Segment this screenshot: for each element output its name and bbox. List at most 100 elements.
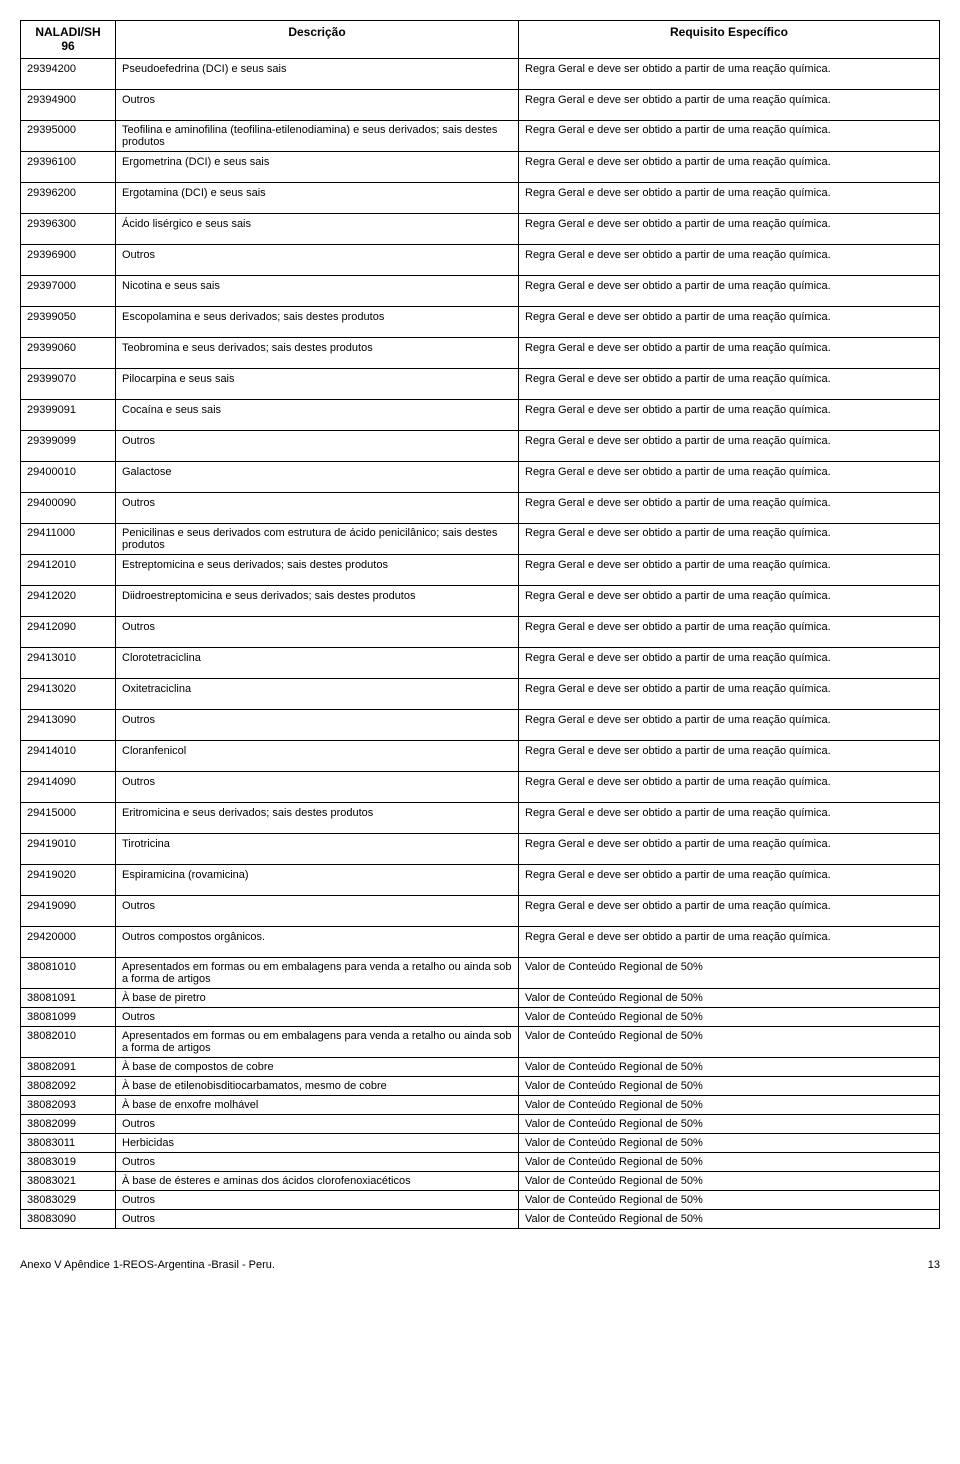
table-row: 38083029OutrosValor de Conteúdo Regional… [21,1190,940,1209]
cell-code: 29399091 [21,399,116,430]
table-row: 38083021À base de ésteres e aminas dos á… [21,1171,940,1190]
cell-desc: Oxitetraciclina [116,678,519,709]
table-row: 38082093À base de enxofre molhávelValor … [21,1095,940,1114]
cell-req: Regra Geral e deve ser obtido a partir d… [519,523,940,554]
cell-req: Regra Geral e deve ser obtido a partir d… [519,244,940,275]
table-row: 29399091Cocaína e seus saisRegra Geral e… [21,399,940,430]
cell-desc: Nicotina e seus sais [116,275,519,306]
table-row: 38082099OutrosValor de Conteúdo Regional… [21,1114,940,1133]
cell-req: Regra Geral e deve ser obtido a partir d… [519,709,940,740]
table-row: 29411000Penicilinas e seus derivados com… [21,523,940,554]
cell-desc: Herbicidas [116,1133,519,1152]
cell-req: Valor de Conteúdo Regional de 50% [519,1133,940,1152]
cell-desc: À base de ésteres e aminas dos ácidos cl… [116,1171,519,1190]
table-row: 29400090OutrosRegra Geral e deve ser obt… [21,492,940,523]
cell-code: 29413090 [21,709,116,740]
cell-desc: Outros [116,709,519,740]
cell-code: 38083029 [21,1190,116,1209]
cell-req: Valor de Conteúdo Regional de 50% [519,1057,940,1076]
footer-left: Anexo V Apêndice 1-REOS-Argentina -Brasi… [20,1259,275,1271]
table-row: 29399099OutrosRegra Geral e deve ser obt… [21,430,940,461]
cell-req: Valor de Conteúdo Regional de 50% [519,1114,940,1133]
cell-req: Regra Geral e deve ser obtido a partir d… [519,182,940,213]
cell-code: 29412010 [21,554,116,585]
cell-desc: Pseudoefedrina (DCI) e seus sais [116,58,519,89]
cell-code: 29413010 [21,647,116,678]
header-desc: Descrição [116,21,519,59]
table-row: 29412010Estreptomicina e seus derivados;… [21,554,940,585]
cell-code: 29396900 [21,244,116,275]
table-row: 29396300Ácido lisérgico e seus saisRegra… [21,213,940,244]
cell-desc: À base de enxofre molhável [116,1095,519,1114]
cell-code: 29394200 [21,58,116,89]
table-row: 38081010Apresentados em formas ou em emb… [21,957,940,988]
data-table: NALADI/SH 96 Descrição Requisito Específ… [20,20,940,1229]
cell-desc: Ergometrina (DCI) e seus sais [116,151,519,182]
table-row: 38081099OutrosValor de Conteúdo Regional… [21,1007,940,1026]
cell-code: 29394900 [21,89,116,120]
header-req: Requisito Específico [519,21,940,59]
cell-desc: Tirotricina [116,833,519,864]
cell-req: Regra Geral e deve ser obtido a partir d… [519,151,940,182]
table-row: 38083011HerbicidasValor de Conteúdo Regi… [21,1133,940,1152]
table-row: 29394900OutrosRegra Geral e deve ser obt… [21,89,940,120]
cell-req: Regra Geral e deve ser obtido a partir d… [519,89,940,120]
cell-desc: Apresentados em formas ou em embalagens … [116,1026,519,1057]
cell-code: 29420000 [21,926,116,957]
cell-desc: Cocaína e seus sais [116,399,519,430]
page-footer: Anexo V Apêndice 1-REOS-Argentina -Brasi… [20,1259,940,1271]
table-row: 29400010GalactoseRegra Geral e deve ser … [21,461,940,492]
cell-code: 29397000 [21,275,116,306]
cell-req: Valor de Conteúdo Regional de 50% [519,1007,940,1026]
cell-code: 29412020 [21,585,116,616]
cell-desc: Outros [116,89,519,120]
cell-desc: Outros [116,244,519,275]
cell-req: Regra Geral e deve ser obtido a partir d… [519,120,940,151]
cell-code: 38082091 [21,1057,116,1076]
cell-desc: Clorotetraciclina [116,647,519,678]
header-code-line1: NALADI/SH [35,25,100,39]
cell-req: Regra Geral e deve ser obtido a partir d… [519,864,940,895]
cell-req: Valor de Conteúdo Regional de 50% [519,1026,940,1057]
cell-code: 29419020 [21,864,116,895]
cell-req: Regra Geral e deve ser obtido a partir d… [519,771,940,802]
table-row: 38082010Apresentados em formas ou em emb… [21,1026,940,1057]
table-row: 29420000Outros compostos orgânicos.Regra… [21,926,940,957]
table-row: 29413020OxitetraciclinaRegra Geral e dev… [21,678,940,709]
table-row: 29399050Escopolamina e seus derivados; s… [21,306,940,337]
cell-desc: Penicilinas e seus derivados com estrutu… [116,523,519,554]
table-row: 38083090OutrosValor de Conteúdo Regional… [21,1209,940,1228]
cell-req: Valor de Conteúdo Regional de 50% [519,1076,940,1095]
cell-desc: Outros [116,616,519,647]
cell-req: Regra Geral e deve ser obtido a partir d… [519,895,940,926]
cell-code: 29399050 [21,306,116,337]
cell-desc: Outros [116,771,519,802]
cell-code: 29396300 [21,213,116,244]
table-row: 29414090OutrosRegra Geral e deve ser obt… [21,771,940,802]
cell-code: 29399070 [21,368,116,399]
cell-desc: Apresentados em formas ou em embalagens … [116,957,519,988]
header-code-line2: 96 [61,39,74,53]
cell-code: 38083019 [21,1152,116,1171]
cell-req: Regra Geral e deve ser obtido a partir d… [519,647,940,678]
cell-desc: Outros [116,1007,519,1026]
cell-code: 29419090 [21,895,116,926]
cell-desc: Outros [116,430,519,461]
cell-code: 29396200 [21,182,116,213]
table-row: 29412090OutrosRegra Geral e deve ser obt… [21,616,940,647]
cell-code: 29395000 [21,120,116,151]
cell-desc: À base de piretro [116,988,519,1007]
cell-desc: Outros [116,1152,519,1171]
table-row: 38081091À base de piretroValor de Conteú… [21,988,940,1007]
header-code: NALADI/SH 96 [21,21,116,59]
cell-req: Regra Geral e deve ser obtido a partir d… [519,678,940,709]
table-row: 29394200Pseudoefedrina (DCI) e seus sais… [21,58,940,89]
table-row: 29419010TirotricinaRegra Geral e deve se… [21,833,940,864]
cell-desc: Espiramicina (rovamicina) [116,864,519,895]
cell-code: 38082092 [21,1076,116,1095]
cell-desc: Eritromicina e seus derivados; sais dest… [116,802,519,833]
cell-desc: Teobromina e seus derivados; sais destes… [116,337,519,368]
cell-code: 38083021 [21,1171,116,1190]
cell-req: Regra Geral e deve ser obtido a partir d… [519,585,940,616]
cell-req: Regra Geral e deve ser obtido a partir d… [519,461,940,492]
